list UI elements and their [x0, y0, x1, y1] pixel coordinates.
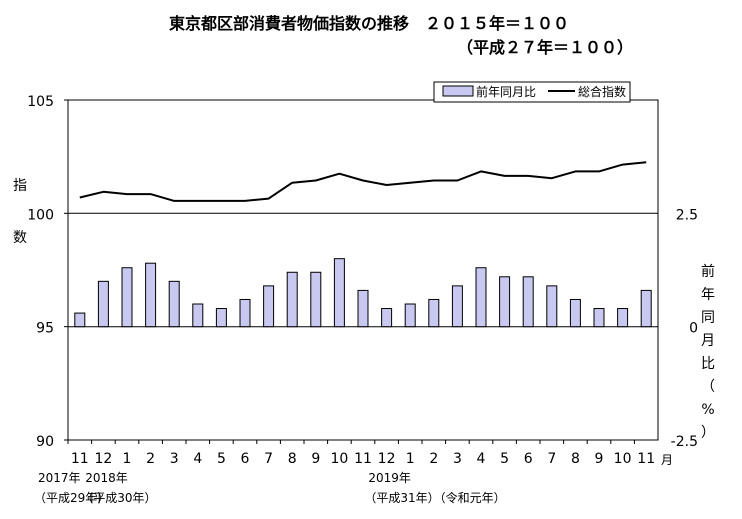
bar — [145, 262, 157, 328]
plot-area — [67, 99, 659, 441]
right-axis-ticks: -2.5 0 2.5 — [671, 207, 698, 450]
bar — [97, 280, 109, 328]
bar — [546, 285, 558, 328]
bar — [357, 289, 369, 328]
x-tick-label: 7 — [264, 451, 273, 467]
x-tick-label: 1 — [406, 451, 415, 467]
x-tick-label: 12 — [378, 451, 396, 467]
year-labels: 2017年 （平成29年） 2018年 （平成30年） 2019年 （平成31年）（令和元… — [34, 471, 506, 505]
bar — [239, 298, 251, 328]
bar — [499, 276, 511, 328]
left-tick-label: 95 — [36, 321, 54, 337]
x-tick-label: 6 — [524, 451, 533, 467]
chart-subtitle: （平成２７年＝１００） — [457, 38, 633, 57]
bar — [310, 271, 322, 328]
year-label: 2017年 — [38, 471, 81, 485]
bar — [569, 298, 581, 328]
bar — [428, 298, 440, 328]
bar — [192, 303, 204, 328]
right-tick-label: 0 — [689, 321, 698, 337]
right-tick-label: 2.5 — [676, 207, 698, 223]
bar — [522, 276, 534, 328]
x-tick-label: 2 — [429, 451, 438, 467]
x-tick-label: 1 — [123, 451, 132, 467]
era-label: （平成29年） — [34, 491, 109, 505]
left-tick-label: 90 — [36, 434, 54, 450]
right-axis-label: 前年同月比（%） — [701, 263, 715, 441]
x-tick-label: 10 — [614, 451, 632, 467]
x-tick-label: 8 — [288, 451, 297, 467]
bar — [286, 271, 298, 328]
bar — [617, 308, 629, 328]
bar — [121, 267, 133, 328]
x-tick-label: 2 — [146, 451, 155, 467]
x-tick-label: 9 — [311, 451, 320, 467]
legend: 前年同月比 総合指数 — [433, 81, 631, 103]
bar — [215, 308, 227, 328]
bar — [404, 303, 416, 328]
line-series — [79, 161, 647, 202]
x-tick-label: 10 — [330, 451, 348, 467]
x-tick-label: 5 — [217, 451, 226, 467]
bar — [640, 289, 652, 328]
x-tick-label: 11 — [71, 451, 89, 467]
bar — [168, 280, 180, 328]
x-tick-label: 5 — [500, 451, 509, 467]
x-tick-label: 4 — [477, 451, 486, 467]
x-tick-label: 9 — [595, 451, 604, 467]
x-tick-label: 12 — [94, 451, 112, 467]
bar — [381, 308, 393, 328]
left-tick-label: 100 — [27, 207, 54, 223]
era-label: （平成30年） — [81, 491, 156, 505]
x-tick-label: 3 — [170, 451, 179, 467]
x-tick-label: 11 — [354, 451, 372, 467]
x-tick-label: 4 — [193, 451, 202, 467]
year-label: 2019年 — [368, 471, 411, 485]
right-tick-label: -2.5 — [671, 434, 698, 450]
x-tick-label: 6 — [241, 451, 250, 467]
bar — [74, 312, 86, 328]
x-tick-label: 11 — [637, 451, 655, 467]
bar — [333, 258, 345, 328]
bar-series — [74, 258, 652, 328]
legend-bar-label: 前年同月比 — [476, 84, 536, 99]
left-axis-label: 指数 — [13, 178, 27, 246]
legend-box — [433, 81, 631, 103]
chart-title: 東京都区部消費者物価指数の推移 ２０１５年＝１００ — [169, 14, 569, 33]
x-tick-label: 8 — [571, 451, 580, 467]
year-label: 2018年 — [85, 471, 128, 485]
x-unit-label: 月 — [661, 453, 673, 467]
bar — [451, 285, 463, 328]
svg-text:前年同月比（%）: 前年同月比（%） — [701, 263, 715, 441]
bar — [593, 308, 605, 328]
era-label: （平成31年）（令和元年） — [364, 490, 505, 505]
svg-text:指数: 指数 — [13, 178, 27, 246]
left-axis-ticks: 90 95 100 105 — [27, 94, 68, 450]
left-tick-label: 105 — [27, 94, 54, 110]
legend-bar-swatch — [442, 85, 474, 97]
x-axis-ticks: 11 12 1 2 3 4 5 6 7 8 9 10 11 12 1 2 3 4 5 6 7 8 9 10 11 — [67, 440, 655, 467]
index-line — [79, 161, 647, 202]
x-tick-label: 7 — [547, 451, 556, 467]
bar — [263, 285, 275, 328]
bar — [475, 267, 487, 328]
x-tick-label: 3 — [453, 451, 462, 467]
legend-line-label: 総合指数 — [578, 84, 626, 99]
